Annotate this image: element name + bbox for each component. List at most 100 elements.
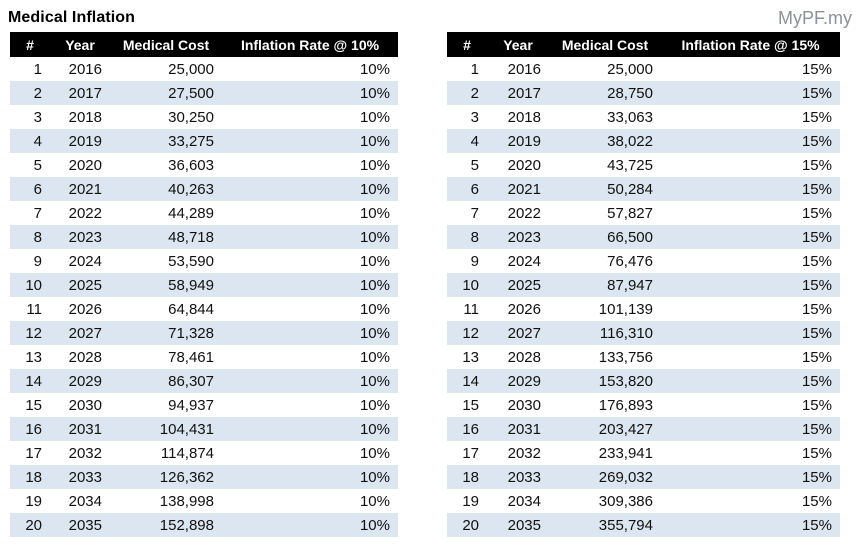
- cell-inflation-rate: 15%: [661, 513, 840, 537]
- cell-medical-cost: 50,284: [549, 177, 661, 201]
- cell-inflation-rate: 15%: [661, 81, 840, 105]
- table-row: 13 2028 133,756 15%: [447, 345, 840, 369]
- col-header-inflation-rate: Inflation Rate @ 15%: [661, 32, 840, 57]
- table-row: 16 2031 104,431 10%: [10, 417, 398, 441]
- cell-medical-cost: 78,461: [110, 345, 222, 369]
- cell-index: 15: [447, 393, 487, 417]
- cell-medical-cost: 43,725: [549, 153, 661, 177]
- header-row: # Year Medical Cost Inflation Rate @ 15%: [447, 32, 840, 57]
- cell-inflation-rate: 15%: [661, 345, 840, 369]
- table-row: 7 2022 44,289 10%: [10, 201, 398, 225]
- cell-index: 12: [447, 321, 487, 345]
- cell-year: 2020: [50, 153, 110, 177]
- cell-inflation-rate: 10%: [222, 465, 398, 489]
- cell-year: 2027: [487, 321, 549, 345]
- cell-index: 12: [10, 321, 50, 345]
- cell-index: 1: [10, 57, 50, 81]
- cell-year: 2017: [50, 81, 110, 105]
- cell-year: 2021: [50, 177, 110, 201]
- cell-index: 17: [10, 441, 50, 465]
- cell-index: 9: [447, 249, 487, 273]
- cell-medical-cost: 33,275: [110, 129, 222, 153]
- cell-index: 4: [447, 129, 487, 153]
- cell-inflation-rate: 10%: [222, 393, 398, 417]
- cell-medical-cost: 36,603: [110, 153, 222, 177]
- cell-inflation-rate: 10%: [222, 177, 398, 201]
- table-row: 4 2019 33,275 10%: [10, 129, 398, 153]
- cell-year: 2016: [50, 57, 110, 81]
- cell-inflation-rate: 15%: [661, 465, 840, 489]
- cell-medical-cost: 28,750: [549, 81, 661, 105]
- table-row: 6 2021 40,263 10%: [10, 177, 398, 201]
- cell-inflation-rate: 15%: [661, 57, 840, 81]
- table-row: 17 2032 114,874 10%: [10, 441, 398, 465]
- cell-index: 20: [10, 513, 50, 537]
- cell-inflation-rate: 10%: [222, 81, 398, 105]
- table-row: 11 2026 101,139 15%: [447, 297, 840, 321]
- cell-medical-cost: 153,820: [549, 369, 661, 393]
- cell-year: 2024: [487, 249, 549, 273]
- cell-year: 2031: [50, 417, 110, 441]
- cell-inflation-rate: 15%: [661, 441, 840, 465]
- table-row: 2 2017 27,500 10%: [10, 81, 398, 105]
- cell-year: 2034: [487, 489, 549, 513]
- cell-index: 16: [447, 417, 487, 441]
- cell-medical-cost: 152,898: [110, 513, 222, 537]
- cell-medical-cost: 57,827: [549, 201, 661, 225]
- cell-index: 10: [10, 273, 50, 297]
- cell-index: 13: [447, 345, 487, 369]
- table-row: 20 2035 152,898 10%: [10, 513, 398, 537]
- cell-year: 2028: [487, 345, 549, 369]
- cell-year: 2027: [50, 321, 110, 345]
- cell-index: 14: [10, 369, 50, 393]
- cell-medical-cost: 64,844: [110, 297, 222, 321]
- table-row: 15 2030 94,937 10%: [10, 393, 398, 417]
- cell-index: 1: [447, 57, 487, 81]
- cell-index: 14: [447, 369, 487, 393]
- cell-inflation-rate: 15%: [661, 129, 840, 153]
- cell-index: 7: [447, 201, 487, 225]
- table-row: 17 2032 233,941 15%: [447, 441, 840, 465]
- cell-index: 13: [10, 345, 50, 369]
- cell-index: 16: [10, 417, 50, 441]
- cell-year: 2030: [487, 393, 549, 417]
- table-row: 15 2030 176,893 15%: [447, 393, 840, 417]
- table-row: 19 2034 309,386 15%: [447, 489, 840, 513]
- cell-medical-cost: 233,941: [549, 441, 661, 465]
- cell-year: 2026: [487, 297, 549, 321]
- cell-index: 19: [10, 489, 50, 513]
- table-row: 9 2024 76,476 15%: [447, 249, 840, 273]
- cell-medical-cost: 25,000: [549, 57, 661, 81]
- cell-medical-cost: 27,500: [110, 81, 222, 105]
- table-row: 6 2021 50,284 15%: [447, 177, 840, 201]
- cell-medical-cost: 40,263: [110, 177, 222, 201]
- cell-index: 7: [10, 201, 50, 225]
- table-row: 5 2020 36,603 10%: [10, 153, 398, 177]
- cell-index: 20: [447, 513, 487, 537]
- cell-year: 2018: [50, 105, 110, 129]
- cell-index: 2: [10, 81, 50, 105]
- cell-index: 18: [10, 465, 50, 489]
- table-row: 1 2016 25,000 15%: [447, 57, 840, 81]
- cell-medical-cost: 66,500: [549, 225, 661, 249]
- cell-year: 2034: [50, 489, 110, 513]
- cell-year: 2018: [487, 105, 549, 129]
- cell-index: 5: [447, 153, 487, 177]
- col-header-inflation-rate: Inflation Rate @ 10%: [222, 32, 398, 57]
- table-row: 16 2031 203,427 15%: [447, 417, 840, 441]
- cell-year: 2024: [50, 249, 110, 273]
- cell-inflation-rate: 15%: [661, 249, 840, 273]
- cell-inflation-rate: 10%: [222, 417, 398, 441]
- table-row: 4 2019 38,022 15%: [447, 129, 840, 153]
- cell-index: 2: [447, 81, 487, 105]
- cell-year: 2028: [50, 345, 110, 369]
- cell-year: 2023: [50, 225, 110, 249]
- cell-index: 8: [10, 225, 50, 249]
- cell-index: 11: [10, 297, 50, 321]
- cell-medical-cost: 33,063: [549, 105, 661, 129]
- cell-index: 5: [10, 153, 50, 177]
- cell-year: 2025: [50, 273, 110, 297]
- page-title: Medical Inflation: [8, 9, 136, 26]
- cell-inflation-rate: 10%: [222, 225, 398, 249]
- cell-inflation-rate: 10%: [222, 441, 398, 465]
